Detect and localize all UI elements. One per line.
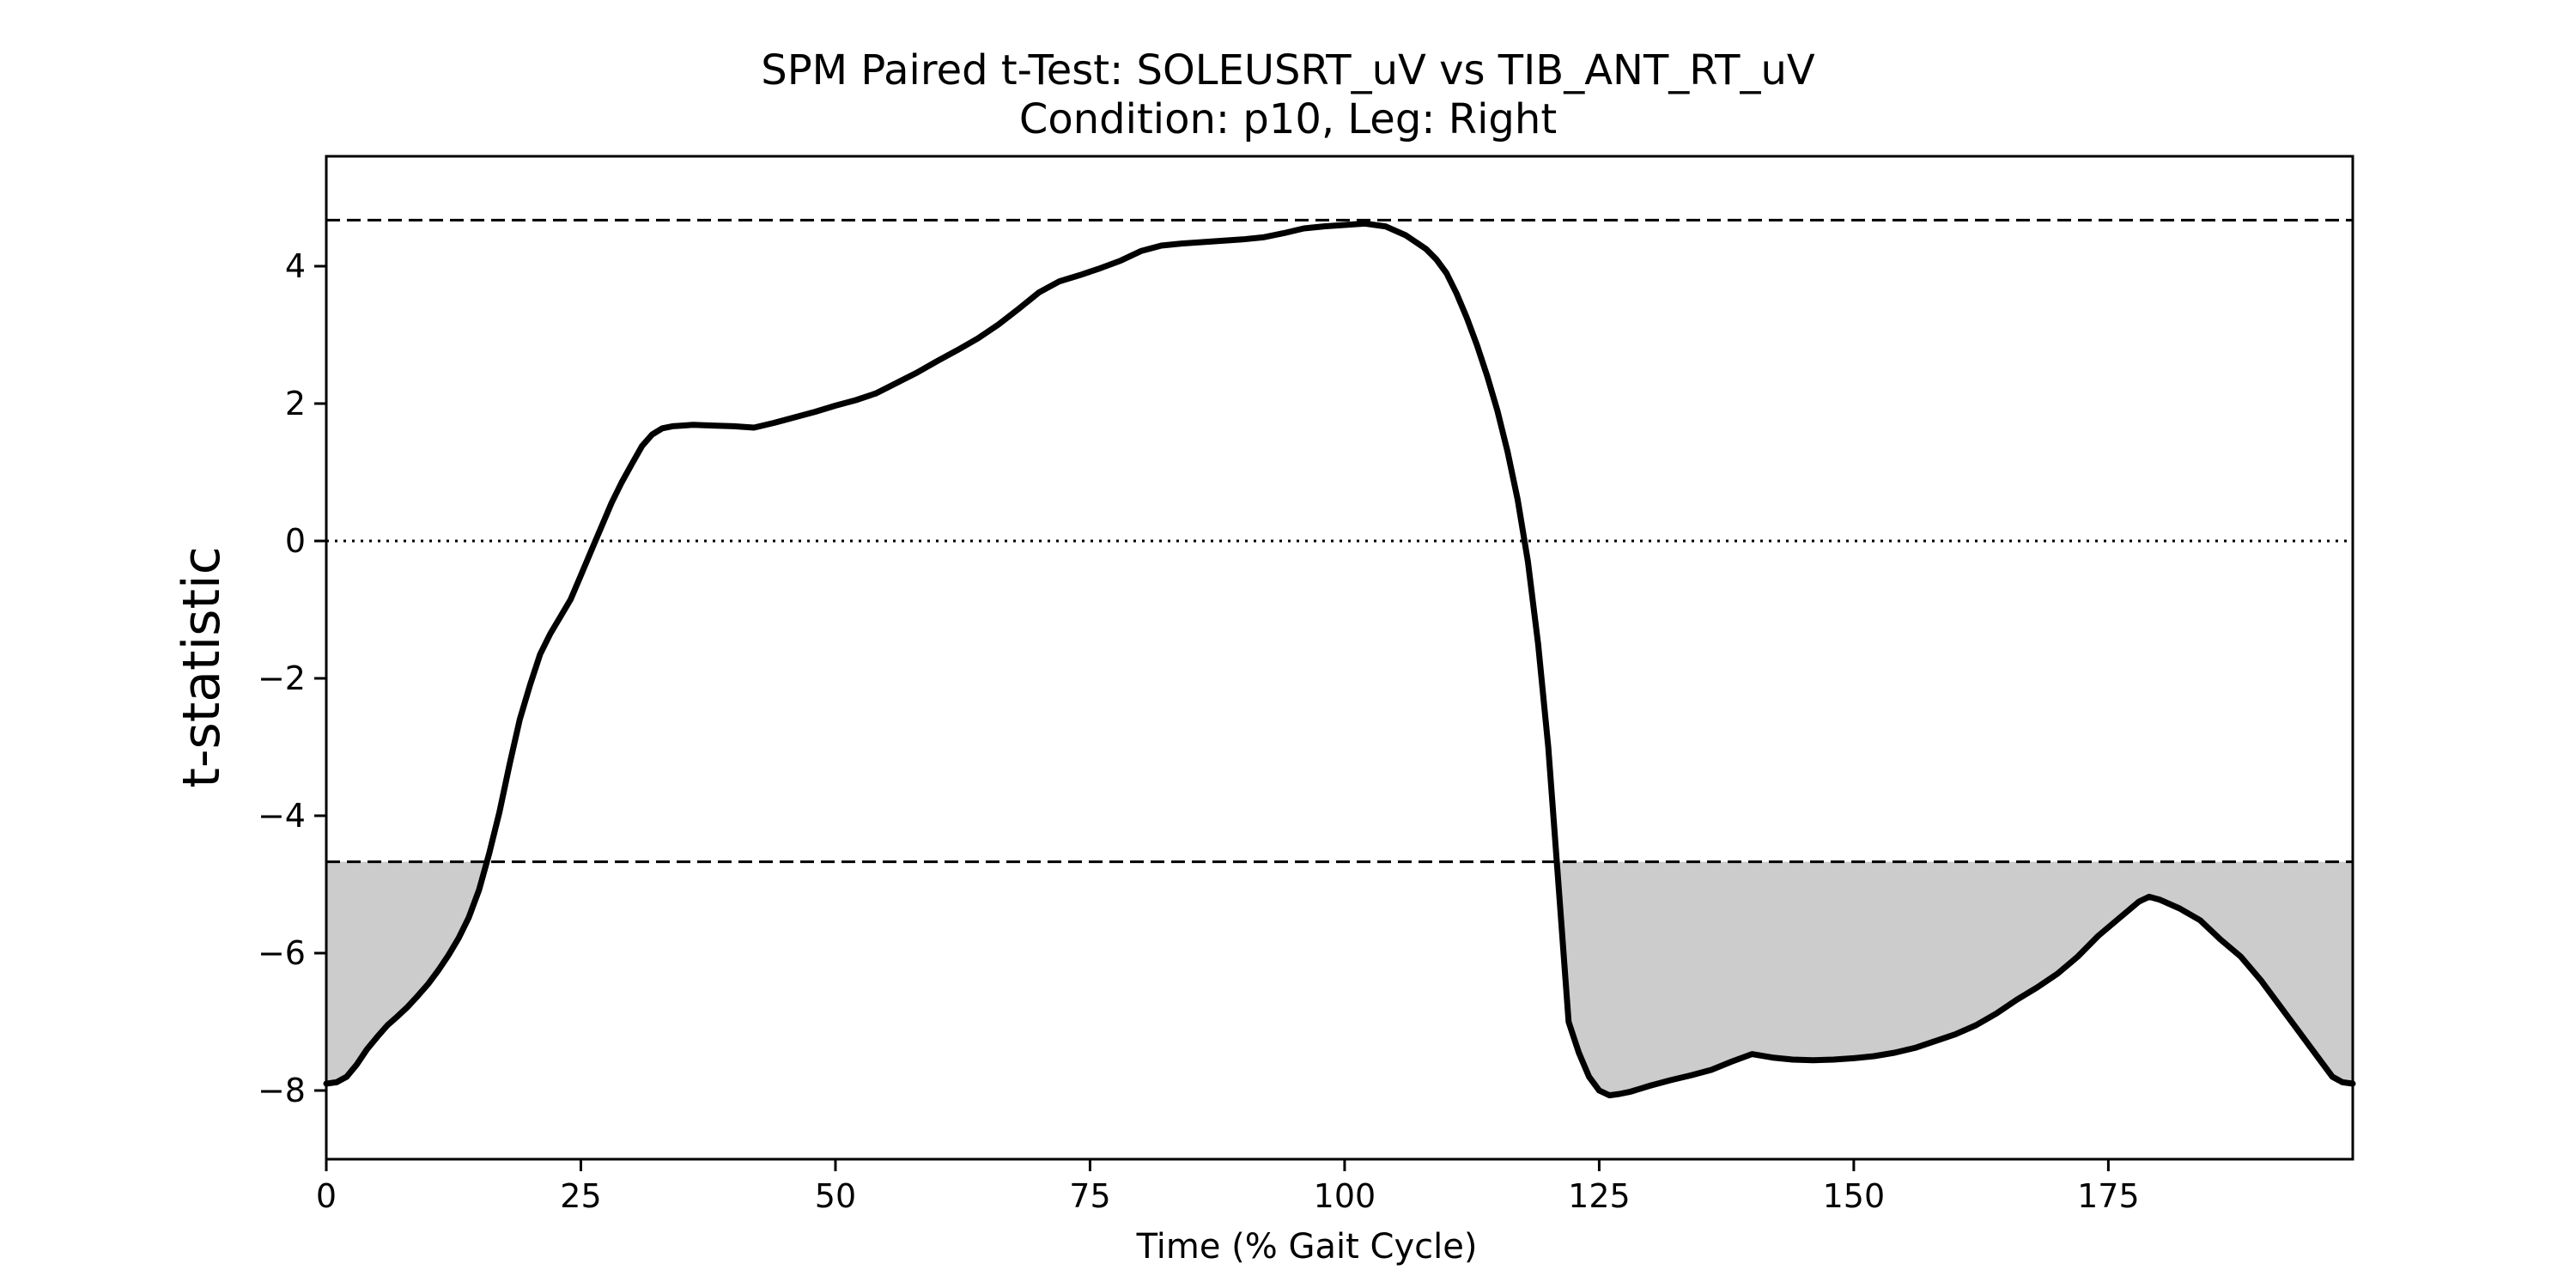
x-axis-ticks: 0 25 50 75 100 125 150 175 <box>316 1159 2140 1215</box>
y-tick-label: 4 <box>285 247 306 285</box>
x-tick-label: 0 <box>316 1177 337 1215</box>
y-axis-ticks: −8 −6 −4 −2 0 2 4 <box>258 247 326 1109</box>
y-axis-label: t-statistic <box>172 546 232 787</box>
y-tick-label: −6 <box>258 934 306 972</box>
x-tick-label: 25 <box>560 1177 601 1215</box>
x-tick-label: 175 <box>2077 1177 2140 1215</box>
x-tick-label: 150 <box>1823 1177 1886 1215</box>
y-tick-label: 0 <box>285 522 306 560</box>
chart-subtitle: Condition: p10, Leg: Right <box>1019 95 1557 143</box>
y-tick-label: −4 <box>258 797 306 835</box>
cluster-fill <box>1557 861 2353 1096</box>
cluster-fill <box>326 861 488 1084</box>
y-tick-label: −8 <box>258 1072 306 1109</box>
x-tick-label: 125 <box>1568 1177 1631 1215</box>
suprathreshold-fills <box>326 861 2353 1096</box>
y-tick-label: −2 <box>258 659 306 697</box>
x-tick-label: 75 <box>1069 1177 1110 1215</box>
x-tick-label: 100 <box>1314 1177 1376 1215</box>
chart-title: SPM Paired t-Test: SOLEUSRT_uV vs TIB_AN… <box>761 46 1815 94</box>
y-tick-label: 2 <box>285 385 306 422</box>
x-axis-label: Time (% Gait Cycle) <box>1136 1227 1478 1267</box>
plot-area <box>323 155 2356 1161</box>
t-statistic-curve <box>323 220 2356 1099</box>
x-tick-label: 50 <box>815 1177 856 1215</box>
axes-frame <box>325 155 2354 1161</box>
